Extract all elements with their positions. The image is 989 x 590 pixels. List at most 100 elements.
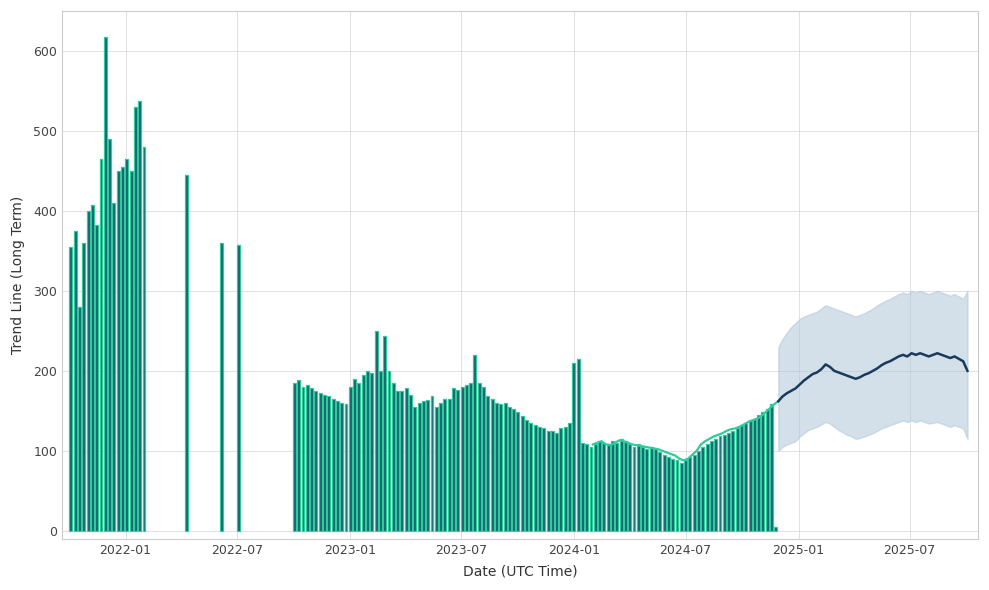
- Bar: [615, 442, 618, 530]
- Bar: [100, 159, 103, 530]
- Bar: [130, 171, 133, 530]
- Bar: [723, 435, 726, 530]
- Bar: [765, 409, 768, 530]
- Bar: [142, 147, 145, 530]
- Bar: [758, 415, 761, 530]
- Bar: [663, 455, 666, 530]
- Bar: [749, 421, 752, 530]
- Bar: [487, 396, 490, 530]
- Bar: [692, 455, 695, 530]
- Bar: [465, 385, 468, 530]
- Bar: [611, 441, 614, 530]
- Bar: [606, 444, 609, 530]
- Bar: [417, 403, 420, 530]
- Bar: [237, 244, 240, 530]
- Bar: [353, 379, 356, 530]
- Bar: [383, 336, 386, 530]
- Bar: [491, 399, 494, 530]
- Bar: [69, 247, 72, 530]
- Bar: [74, 231, 77, 530]
- Bar: [542, 428, 545, 530]
- Bar: [705, 444, 708, 530]
- Bar: [529, 423, 532, 530]
- Bar: [675, 460, 678, 530]
- Bar: [718, 437, 721, 530]
- Bar: [318, 393, 321, 530]
- Bar: [624, 441, 627, 530]
- Bar: [126, 159, 129, 530]
- Bar: [745, 423, 748, 530]
- Bar: [516, 412, 519, 530]
- Bar: [581, 442, 584, 530]
- Bar: [593, 444, 596, 530]
- Bar: [397, 391, 400, 530]
- Bar: [637, 444, 640, 530]
- Bar: [521, 417, 524, 530]
- Bar: [366, 371, 369, 530]
- Bar: [104, 38, 107, 530]
- Bar: [628, 444, 631, 530]
- Bar: [521, 417, 524, 530]
- Bar: [525, 421, 528, 530]
- Bar: [573, 363, 576, 530]
- Bar: [298, 381, 301, 530]
- Bar: [422, 401, 425, 530]
- Bar: [100, 159, 103, 530]
- Bar: [336, 401, 339, 530]
- Bar: [302, 387, 305, 530]
- Bar: [82, 243, 85, 530]
- Bar: [134, 107, 136, 530]
- Bar: [659, 453, 662, 530]
- Bar: [336, 401, 339, 530]
- Bar: [547, 431, 550, 530]
- Bar: [494, 403, 497, 530]
- Bar: [293, 383, 296, 530]
- Bar: [684, 460, 687, 530]
- Bar: [474, 355, 477, 530]
- Bar: [646, 449, 649, 530]
- Bar: [667, 457, 670, 530]
- Bar: [654, 449, 657, 530]
- Bar: [186, 175, 189, 530]
- Bar: [753, 419, 756, 530]
- Bar: [542, 428, 545, 530]
- Bar: [379, 371, 382, 530]
- Bar: [344, 404, 347, 530]
- Bar: [577, 359, 580, 530]
- Bar: [331, 399, 334, 530]
- Bar: [585, 444, 588, 530]
- Bar: [142, 147, 145, 530]
- Bar: [186, 175, 189, 530]
- Bar: [422, 401, 425, 530]
- Bar: [494, 403, 497, 530]
- Bar: [650, 447, 653, 530]
- Bar: [499, 404, 502, 530]
- Bar: [327, 396, 330, 530]
- Bar: [714, 439, 717, 530]
- Bar: [311, 388, 314, 530]
- Bar: [646, 449, 649, 530]
- Bar: [534, 425, 537, 530]
- Bar: [508, 407, 511, 530]
- Bar: [705, 444, 708, 530]
- Bar: [91, 205, 94, 530]
- Bar: [220, 243, 223, 530]
- Bar: [650, 447, 653, 530]
- Bar: [134, 107, 136, 530]
- Bar: [667, 457, 670, 530]
- Bar: [426, 401, 429, 530]
- Bar: [577, 359, 580, 530]
- Bar: [555, 433, 558, 530]
- Bar: [585, 444, 588, 530]
- Bar: [370, 373, 373, 530]
- Bar: [593, 444, 596, 530]
- Bar: [353, 379, 356, 530]
- Bar: [87, 211, 90, 530]
- Bar: [302, 387, 305, 530]
- Bar: [95, 225, 98, 530]
- Bar: [401, 391, 404, 530]
- Bar: [736, 428, 739, 530]
- Bar: [362, 375, 365, 530]
- Bar: [113, 203, 116, 530]
- Bar: [718, 437, 721, 530]
